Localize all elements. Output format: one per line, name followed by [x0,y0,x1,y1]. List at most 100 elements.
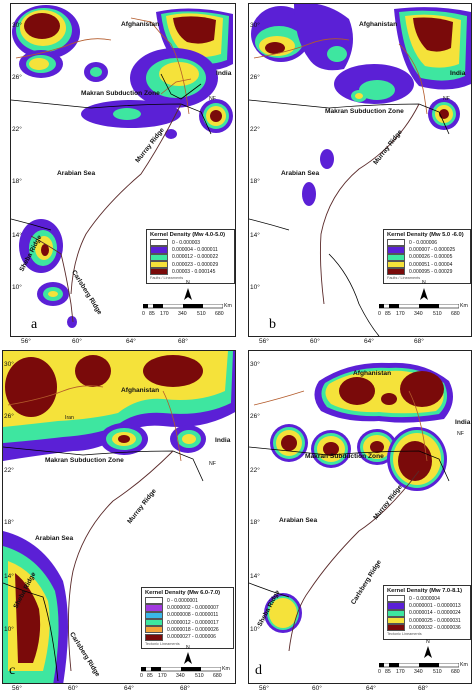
legend-swatch [145,597,163,605]
legend-row: 0.0000014 - 0.0000024 [387,609,467,617]
legend-text: 0.000051 - 0.00004 [409,261,453,268]
label-afghanistan: Afghanistan [353,370,392,377]
north-label: N [186,645,190,651]
scale-tick: 680 [451,669,460,675]
lon-tick: 60° [312,685,322,692]
lon-tick: 68° [178,338,188,345]
density-blobs-c [3,351,235,683]
legend-text: 0.0000025 - 0.0000031 [409,617,461,624]
scale-unit: Km [222,666,230,672]
legend-foot: Faults / Lineaments [387,276,421,281]
scale-tick: 0 [378,669,381,675]
label-nf: NF [457,431,464,437]
legend-swatch [150,246,168,254]
lon-tick: 68° [180,685,190,692]
density-map-c [3,351,235,683]
label-makran: Makran Subduction Zone [81,90,160,97]
legend-text: 0.000026 - 0.00005 [409,254,453,261]
coastline-a [11,73,212,231]
north-label: N [426,639,430,645]
scale-tick: 170 [396,669,405,675]
scale-tick: 510 [197,311,206,317]
label-nf: NF [443,96,450,102]
legend-swatch [387,239,405,247]
lat-tick: 14° [4,573,14,580]
lat-tick: 22° [4,467,14,474]
label-arabian-sea: Arabian Sea [35,535,74,542]
label-afghanistan: Afghanistan [121,387,160,394]
label-india: India [455,419,471,426]
ridge-d [288,470,420,652]
legend-foot: Tectonic Lineaments [387,632,422,637]
legend-swatch [387,253,405,261]
scale-tick: 510 [433,669,442,675]
density-map-a [11,5,233,328]
scale-bar-a [143,304,223,309]
legend-swatch [387,246,405,254]
north-label: N [422,280,426,286]
legend-row: 0.0000001 - 0.0000013 [387,602,467,610]
legend-title: Kernel Density (Mw 5.0 -6.0) [387,232,464,238]
label-afghanistan: Afghanistan [121,21,160,28]
legend-text: 0.0000002 - 0.0000007 [167,604,219,611]
ridge-b [319,103,420,305]
legend-text: 0 - 0.000006 [409,239,438,246]
scale-tick: 510 [433,311,442,317]
panel-label-b: b [269,317,276,332]
scale-bar-b [379,304,459,309]
scale-tick: 85 [385,669,391,675]
ridge-c [67,450,174,672]
lon-tick: 64° [364,338,374,345]
legend-text: 0.0000012 - 0.0000017 [167,619,219,626]
lon-tick: 64° [366,685,376,692]
north-arrow-icon [423,645,433,659]
density-map-b [249,4,471,336]
panel-label-a: a [31,317,38,332]
legend-row: 0.0000027 - 0.000006 [145,633,230,641]
lon-tick: 56° [259,338,269,345]
lat-tick: 30° [250,361,260,368]
legend-text: 0 - 0.0000001 [167,597,198,604]
legend-c: Kernel Density (Mw 6.0-7.0) 0 - 0.000000… [141,587,234,649]
legend-row: 0.000007 - 0.000025 [387,246,467,254]
lat-tick: 30° [12,22,22,29]
legend-row: 0 - 0.0000001 [145,597,230,605]
legend-text: 0.0000008 - 0.0000011 [167,612,219,619]
map-panel-c: 30° 26° 22° 18° 14° 10° Afghanistan Iran… [2,350,236,684]
legend-text: 0.0000001 - 0.0000013 [409,602,461,609]
legend-row: 0.0000008 - 0.0000011 [145,611,230,619]
panel-label-c: c [9,663,16,678]
legend-text: 0.000023 - 0.000029 [172,261,219,268]
legend-swatch [387,624,405,632]
lat-tick: 18° [12,178,22,185]
coastline-d [249,446,450,598]
north-label: N [186,280,190,286]
lat-tick: 10° [250,626,260,633]
label-makran: Makran Subduction Zone [305,453,384,460]
legend-swatch [145,604,163,612]
map-panel-a: 30° 26° 22° 18° 14° 10° Afghanistan Indi… [10,3,236,337]
scale-tick: 340 [414,311,423,317]
faults-b [253,38,428,115]
lat-tick: 22° [250,126,260,133]
legend-title: Kernel Density (Mw 7.0-8.1) [387,588,463,594]
scale-tick: 680 [215,311,224,317]
lon-tick: 60° [310,338,320,345]
lon-tick: 64° [126,338,136,345]
legend-text: 0.00003 - 0.000145 [172,268,216,275]
scale-tick: 85 [385,311,391,317]
lon-tick: 56° [12,685,22,692]
density-blobs-a [12,5,233,328]
density-blobs-b [251,4,471,206]
legend-text: 0.0000027 - 0.000006 [167,634,216,641]
legend-row: 0 - 0.000003 [150,239,231,247]
scale-tick: 170 [158,673,167,679]
legend-swatch [145,626,163,634]
label-india: India [215,437,231,444]
lat-tick: 18° [250,519,260,526]
scale-tick: 85 [147,673,153,679]
legend-swatch [387,595,405,603]
map-panel-b: 30° 26° 22° 18° 14° 10° Afghanistan Indi… [248,3,472,337]
scale-unit: Km [460,303,468,309]
legend-row: 0 - 0.0000004 [387,595,467,603]
